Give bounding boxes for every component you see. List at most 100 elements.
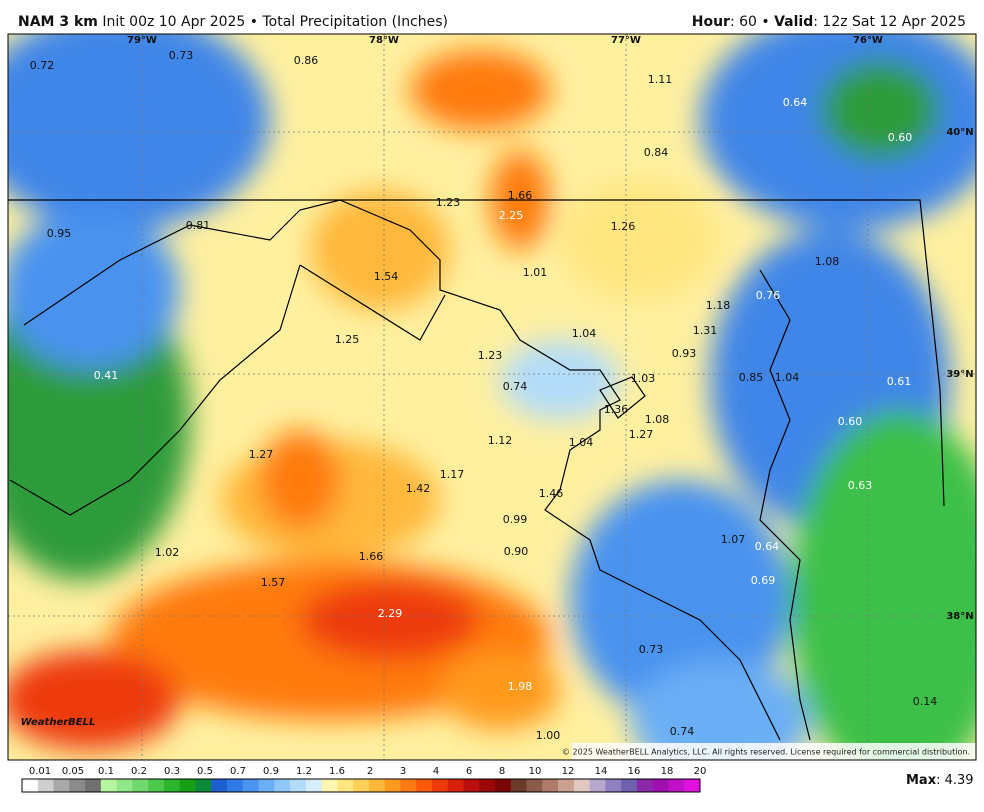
copyright: © 2025 WeatherBELL Analytics, LLC. All r… [562,748,970,757]
point-value: 0.60 [888,131,913,144]
colorbar-swatch [558,779,575,792]
point-value: 0.90 [504,545,529,558]
point-value: 0.14 [913,695,938,708]
colorbar-label: 0.05 [62,766,84,777]
point-value: 1.98 [508,680,533,693]
colorbar-swatch [668,779,685,792]
point-value: 1.17 [440,468,465,481]
colorbar-swatch [22,779,39,792]
coord-label: 76°W [853,35,883,46]
colorbar-swatch [573,779,590,792]
colorbar-swatch [479,779,496,792]
coord-label: 40°N [946,127,973,138]
colorbar-swatch [353,779,370,792]
point-value: 0.99 [503,513,528,526]
point-value: 0.63 [848,479,873,492]
point-value: 1.08 [815,255,840,268]
point-value: 1.66 [508,189,533,202]
point-value: 0.86 [294,54,319,67]
point-value: 2.29 [378,607,403,620]
colorbar-swatch [305,779,322,792]
coord-label: 77°W [611,35,641,46]
overlay: 79°W 78°W 77°W 76°W40°N39°N38°N0.720.73 0.86… [21,35,974,793]
point-value: 1.04 [569,436,594,449]
coord-label: 78°W [369,35,399,46]
colorbar-label: 1.2 [296,766,312,777]
point-value: 1.00 [536,729,561,742]
point-value: 1.12 [488,434,513,447]
colorbar-swatch [290,779,307,792]
colorbar-label: 10 [529,766,542,777]
point-value: 1.66 [359,550,384,563]
colorbar-label: 18 [661,766,674,777]
colorbar-swatch [621,779,638,792]
colorbar-swatch [226,779,244,792]
colorbar-swatch [510,779,527,792]
colorbar-frame [21,778,701,793]
point-value: 1.04 [775,371,800,384]
colorbar-label: 2 [367,766,373,777]
point-value: 0.73 [169,49,194,62]
point-value: 1.18 [706,299,731,312]
colorbar-swatch [195,779,212,792]
point-value: 0.41 [94,369,119,382]
point-value: 0.74 [503,380,528,393]
point-value: 1.46 [539,487,564,500]
colorbar-label: 20 [694,766,707,777]
point-value: 0.69 [751,574,776,587]
colorbar-swatch [148,779,165,792]
point-value: 0.64 [783,96,808,109]
colorbar-swatch [542,779,559,792]
colorbar-label: 16 [628,766,641,777]
point-value: 0.76 [756,289,781,302]
colorbar-swatch [384,779,401,792]
colorbar-label: 0.01 [29,766,51,777]
colorbar-swatch [100,779,117,792]
point-value: 0.73 [639,643,664,656]
colorbar-swatch [416,779,433,792]
coord-label: 38°N [946,611,973,622]
colorbar-swatch [495,779,512,792]
colorbar-label: 6 [466,766,472,777]
colorbar-swatch [321,779,338,792]
colorbar-swatch [69,779,86,792]
colorbar-label: 0.9 [263,766,279,777]
colorbar-swatch [274,779,291,792]
point-value: 1.31 [693,324,718,337]
point-value: 1.26 [611,220,636,233]
colorbar-swatch [684,779,701,792]
colorbar-swatch [447,779,464,792]
colorbar-swatch [163,779,180,792]
logo: WeatherBELL [21,717,96,728]
colorbar-swatch [337,779,354,792]
colorbar-label: 12 [562,766,575,777]
point-value: 1.11 [648,73,673,86]
map-field [8,34,976,760]
colorbar-swatch [258,779,275,792]
coord-label: 79°W [127,35,157,46]
point-value: 1.57 [261,576,286,589]
point-value: 0.74 [670,725,695,738]
colorbar-label: 0.5 [197,766,213,777]
colorbar-label: 0.7 [230,766,246,777]
point-value: 1.27 [249,448,274,461]
point-value: 1.36 [604,403,629,416]
colorbar-swatch [636,779,653,792]
colorbar-label: 0.2 [131,766,147,777]
point-value: 0.81 [186,219,211,232]
point-value: 1.54 [374,270,399,283]
point-value: 0.95 [47,227,72,240]
colorbar-label: 14 [595,766,608,777]
point-value: 1.01 [523,266,548,279]
colorbar-swatch [211,779,228,792]
point-value: 1.02 [155,546,180,559]
point-value: 1.04 [572,327,597,340]
point-value: 1.07 [721,533,746,546]
point-value: 1.42 [406,482,431,495]
colorbar-swatch [431,779,449,792]
point-value: 0.64 [755,540,780,553]
point-value: 0.93 [672,347,697,360]
colorbar-swatch [652,779,669,792]
valid-time: Hour: 60 • Valid: 12z Sat 12 Apr 2025 [692,14,966,30]
